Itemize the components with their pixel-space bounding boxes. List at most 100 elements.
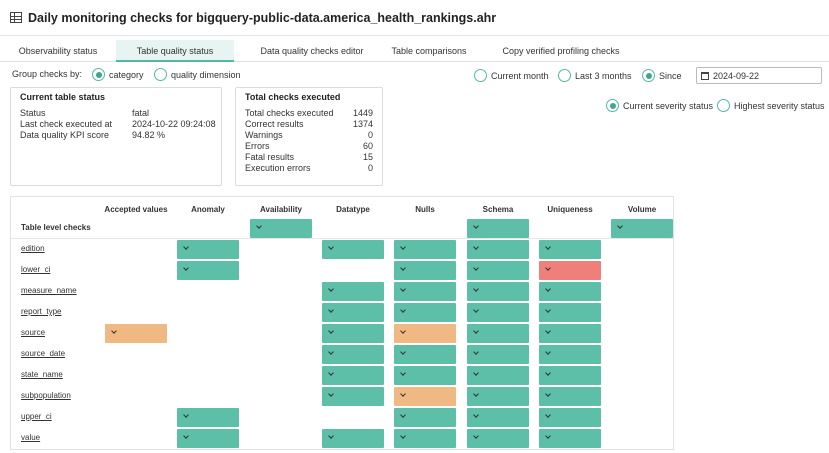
column-name-link[interactable]: source_date	[21, 349, 66, 358]
check-status-cell[interactable]	[467, 387, 529, 406]
status-value: fatal	[132, 108, 150, 118]
check-status-cell[interactable]	[394, 240, 456, 259]
current-table-status-card: Current table status Status fatal Last c…	[10, 87, 222, 186]
check-status-cell[interactable]	[322, 366, 384, 385]
totals-row-value: 15	[362, 152, 373, 162]
check-status-cell[interactable]	[467, 303, 529, 322]
check-status-cell[interactable]	[177, 261, 239, 280]
group-by-label: Group checks by:	[12, 69, 83, 79]
tab-table-quality-status[interactable]: Table quality status	[116, 40, 234, 62]
column-name-link[interactable]: lower_ci	[21, 265, 51, 274]
last-check-label: Last check executed at	[20, 119, 113, 129]
check-status-cell[interactable]	[394, 387, 456, 406]
check-status-cell[interactable]	[177, 240, 239, 259]
column-name-link[interactable]: measure_name	[21, 286, 77, 295]
check-status-cell[interactable]	[467, 429, 529, 448]
radio-since[interactable]	[642, 69, 655, 82]
check-status-cell[interactable]	[394, 303, 456, 322]
check-status-cell[interactable]	[467, 240, 529, 259]
group-by-category-option[interactable]: category	[92, 68, 144, 81]
check-status-cell[interactable]	[322, 240, 384, 259]
check-status-cell[interactable]	[322, 345, 384, 364]
radio-highest-severity[interactable]	[717, 99, 730, 112]
last-check-value: 2024-10-22 09:24:08	[132, 119, 216, 129]
check-status-cell[interactable]	[322, 282, 384, 301]
tab-observability-status[interactable]: Observability status	[18, 46, 98, 56]
check-status-cell[interactable]	[467, 366, 529, 385]
check-status-cell[interactable]	[177, 429, 239, 448]
check-status-cell[interactable]	[467, 324, 529, 343]
check-status-cell[interactable]	[394, 282, 456, 301]
check-status-cell[interactable]	[322, 303, 384, 322]
totals-row-label: Total checks executed	[245, 108, 334, 118]
kpi-score-value: 94.82 %	[132, 130, 166, 140]
check-status-cell[interactable]	[611, 219, 673, 238]
totals-row-label: Fatal results	[245, 152, 295, 162]
check-status-cell[interactable]	[394, 324, 456, 343]
check-status-cell[interactable]	[539, 366, 601, 385]
status-label: Status	[20, 108, 46, 118]
period-current-month-option[interactable]: Current month	[474, 69, 549, 82]
tab-table-comparisons[interactable]: Table comparisons	[391, 46, 467, 56]
column-header: Nulls	[415, 205, 435, 214]
radio-current-severity[interactable]	[606, 99, 619, 112]
check-status-cell[interactable]	[322, 429, 384, 448]
check-status-cell[interactable]	[322, 324, 384, 343]
page-title: Daily monitoring checks for bigquery-pub…	[28, 10, 497, 25]
kpi-score-label: Data quality KPI score	[20, 130, 110, 140]
radio-last-3-months[interactable]	[558, 69, 571, 82]
check-status-cell[interactable]	[539, 387, 601, 406]
check-status-cell[interactable]	[539, 261, 601, 280]
check-status-cell[interactable]	[539, 240, 601, 259]
column-name-link[interactable]: source	[21, 328, 46, 337]
check-status-cell[interactable]	[539, 303, 601, 322]
check-status-cell[interactable]	[394, 366, 456, 385]
column-name-link[interactable]: value	[21, 433, 41, 442]
column-name-link[interactable]: subpopulation	[21, 391, 71, 400]
check-status-cell[interactable]	[539, 282, 601, 301]
check-status-cell[interactable]	[467, 261, 529, 280]
check-status-cell[interactable]	[394, 261, 456, 280]
radio-current-month[interactable]	[474, 69, 487, 82]
column-header: Schema	[482, 205, 514, 214]
period-last-3-months-option[interactable]: Last 3 months	[558, 69, 632, 82]
column-name-link[interactable]: state_name	[21, 370, 63, 379]
check-status-cell[interactable]	[394, 345, 456, 364]
group-by-quality-dimension-option[interactable]: quality dimension	[154, 68, 241, 81]
severity-highest-option[interactable]: Highest severity status	[717, 99, 825, 112]
column-name-link[interactable]: report_type	[21, 307, 62, 316]
check-status-cell[interactable]	[105, 324, 167, 343]
check-status-cell[interactable]	[322, 387, 384, 406]
column-name-link[interactable]: edition	[21, 244, 45, 253]
totals-row-value: 1449	[352, 108, 373, 118]
table-level-checks-label: Table level checks	[21, 223, 91, 232]
radio-category[interactable]	[92, 68, 105, 81]
totals-row-label: Correct results	[245, 119, 304, 129]
check-status-cell[interactable]	[394, 408, 456, 427]
period-since-option[interactable]: Since	[642, 69, 682, 82]
check-status-cell[interactable]	[467, 219, 529, 238]
check-status-cell[interactable]	[467, 345, 529, 364]
column-name-link[interactable]: upper_ci	[21, 412, 52, 421]
check-status-cell[interactable]	[177, 408, 239, 427]
since-date-input[interactable]: 2024-09-22	[696, 67, 822, 84]
totals-row-label: Execution errors	[245, 163, 311, 173]
check-status-cell[interactable]	[467, 282, 529, 301]
column-header: Volume	[627, 205, 657, 214]
check-status-cell[interactable]	[250, 219, 312, 238]
severity-current-option[interactable]: Current severity status	[606, 99, 713, 112]
column-header: Accepted values	[104, 205, 168, 214]
check-status-cell[interactable]	[467, 408, 529, 427]
check-status-cell[interactable]	[539, 345, 601, 364]
tab-data-quality-checks-editor[interactable]: Data quality checks editor	[260, 46, 364, 56]
check-status-cell[interactable]	[539, 429, 601, 448]
tab-copy-verified-profiling-checks[interactable]: Copy verified profiling checks	[502, 46, 620, 56]
check-status-cell[interactable]	[394, 429, 456, 448]
calendar-icon	[701, 71, 709, 80]
row-divider	[11, 238, 673, 239]
totals-row-label: Warnings	[245, 130, 283, 140]
radio-quality-dimension[interactable]	[154, 68, 167, 81]
check-status-cell[interactable]	[539, 408, 601, 427]
check-status-cell[interactable]	[539, 324, 601, 343]
current-table-status-title: Current table status	[20, 92, 106, 102]
